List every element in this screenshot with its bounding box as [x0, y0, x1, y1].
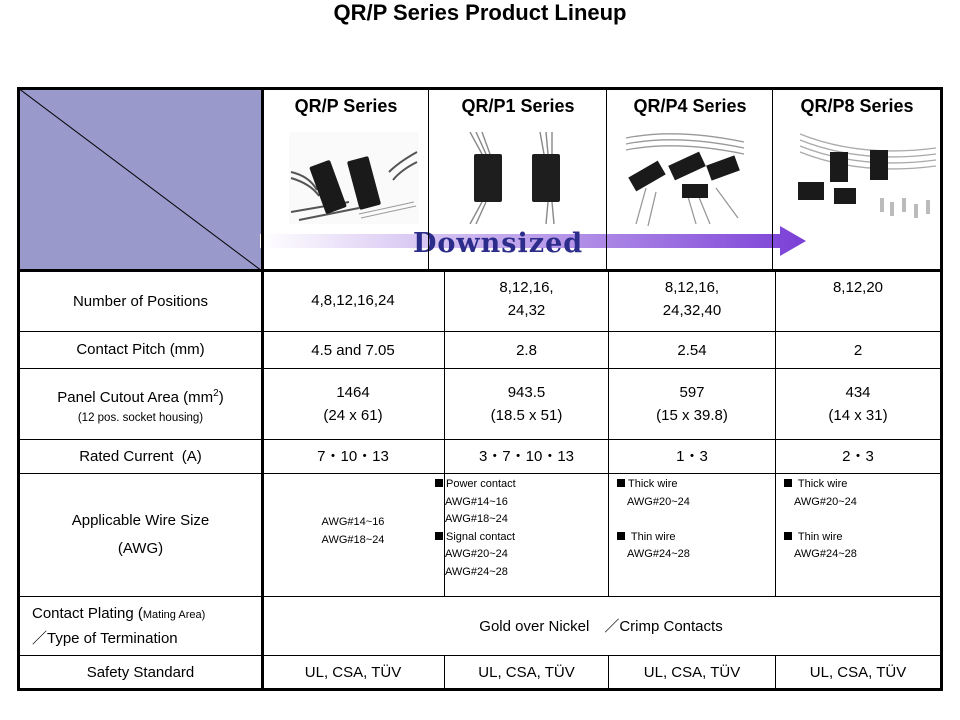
qrp4-connector-photo [626, 128, 746, 226]
wire-line: Thick wire [617, 476, 783, 494]
cell-positions-col4: 8,12,20 [776, 270, 940, 331]
cell-pitch-col1: 4.5 and 7.05 [262, 332, 444, 368]
cell-text: 2・3 [842, 448, 874, 465]
wire-line [617, 511, 783, 529]
header-qrp4: QR/P4 Series [633, 96, 747, 116]
wire-line: AWG#20~24 [445, 548, 508, 560]
cell-text: (18.5 x 51) [490, 407, 563, 424]
cell-pitch-col4: 2 [776, 332, 940, 368]
cell-text: 2.8 [516, 341, 537, 359]
cell-text: 597 [679, 384, 705, 401]
downsized-label: Downsized [413, 228, 584, 259]
square-bullet-icon [435, 479, 443, 487]
wire-line: AWG#24~28 [445, 565, 508, 578]
cell-safety-col3: UL, CSA, TÜV [609, 656, 775, 689]
cell-current-col1: 7・10・13 [262, 440, 444, 473]
downsized-arrow [260, 226, 806, 256]
wire-line [784, 511, 948, 529]
qrp1-connector-photo [460, 132, 570, 224]
wire-line: AWG#20~24 [627, 495, 690, 508]
wire-line: AWG#14~16 [445, 495, 508, 508]
row-label-safety: Safety Standard [86, 663, 195, 681]
square-bullet-icon [617, 531, 625, 540]
cell-positions-col3: 8,12,16, 24,32,40 [609, 270, 775, 331]
wire-line: AWG#24~28 [627, 548, 690, 560]
cell-cutout-col2: 943.5 (18.5 x 51) [445, 369, 608, 439]
cell-text: 434 [845, 384, 871, 401]
cell-wire-col2: Power contact AWG#14~16 AWG#18~24 Signal co… [435, 476, 598, 581]
cell-text: 3・7・10・13 [478, 448, 575, 465]
row-label-cutout: Panel Cutout Area (mm2) (12 pos. socket … [57, 387, 224, 424]
cell-text: (14 x 31) [828, 407, 888, 424]
cell-text: 8,12,20 [832, 279, 884, 296]
cell-text: 1・3 [676, 448, 708, 465]
wire-line: Thin wire [784, 529, 948, 547]
cell-current-col2: 3・7・10・13 [445, 440, 608, 473]
plating-value: Gold over Nickel ／Crimp Contacts [479, 617, 723, 635]
cell-text: 24,32,40 [662, 302, 722, 319]
qrp-connector-photo [289, 132, 419, 224]
cell-text: 8,12,16, [664, 279, 720, 296]
cell-wire-col3: Thick wire AWG#20~24 Thin wire AWG#24~28 [617, 476, 783, 564]
cell-positions-col1: 4,8,12,16,24 [262, 270, 444, 331]
header-qrp: QR/P Series [294, 96, 398, 116]
wire-line: Thick wire [784, 476, 948, 494]
wire-line: AWG#18~24 [445, 513, 508, 525]
cell-text: (24 x 61) [323, 407, 383, 424]
cell-text: UL, CSA, TÜV [809, 664, 907, 681]
cell-text: UL, CSA, TÜV [304, 664, 402, 681]
cell-safety-col4: UL, CSA, TÜV [776, 656, 940, 689]
header-qrp8: QR/P8 Series [800, 96, 914, 116]
cell-positions-col2: 8,12,16, 24,32 [445, 270, 608, 331]
cell-cutout-col4: 434 (14 x 31) [776, 369, 940, 439]
square-bullet-icon [435, 531, 443, 540]
cell-cutout-col1: 1464 (24 x 61) [262, 369, 444, 439]
corner-cell [18, 88, 262, 271]
cell-cutout-col3: 597 (15 x 39.8) [609, 369, 775, 439]
page-title: QR/P Series Product Lineup [333, 0, 627, 25]
wire-line: AWG#14~16 [321, 516, 385, 528]
corner-diagonal [18, 88, 262, 271]
wire-line: AWG#18~24 [321, 533, 385, 546]
cell-wire-col1: AWG#14~16 AWG#18~24 [262, 514, 444, 549]
cell-text: 2.54 [677, 341, 707, 359]
cell-current-col3: 1・3 [609, 440, 775, 473]
cell-text: UL, CSA, TÜV [643, 664, 741, 681]
wire-line: Power contact [435, 476, 598, 494]
qrp8-connector-photo [790, 128, 938, 226]
cell-current-col4: 2・3 [776, 440, 940, 473]
cell-text: 1464 [336, 384, 370, 401]
row-label-plating: Contact Plating (Mating Area) ／Type of T… [32, 604, 206, 647]
cell-text: 7・10・13 [317, 448, 389, 465]
cell-text: 4,8,12,16,24 [311, 292, 395, 309]
row-label-wire: Applicable Wire Size (AWG) [71, 512, 210, 557]
cell-safety-col1: UL, CSA, TÜV [262, 656, 444, 689]
cell-pitch-col2: 2.8 [445, 332, 608, 368]
square-bullet-icon [784, 531, 792, 540]
cell-text: UL, CSA, TÜV [478, 664, 575, 681]
cell-text: 2 [853, 341, 863, 359]
square-bullet-icon [784, 479, 792, 487]
wire-line: AWG#24~28 [794, 548, 857, 560]
wire-line: AWG#20~24 [794, 495, 857, 508]
row-label-pitch: Contact Pitch (mm) [76, 341, 205, 358]
cell-pitch-col3: 2.54 [609, 332, 775, 368]
cell-text: 8,12,16, [499, 279, 554, 296]
cell-text: 4.5 and 7.05 [311, 341, 395, 359]
wire-line: Signal contact [435, 529, 598, 547]
row-label-positions: Number of Positions [72, 292, 209, 310]
cell-safety-col2: UL, CSA, TÜV [445, 656, 608, 689]
square-bullet-icon [617, 479, 625, 487]
wire-line: Thin wire [617, 529, 783, 547]
header-qrp1: QR/P1 Series [461, 96, 575, 116]
cell-text: 943.5 [507, 384, 546, 401]
cell-text: (15 x 39.8) [656, 407, 728, 424]
row-label-current: Rated Current (A) [79, 447, 202, 465]
cell-text: 24,32 [507, 302, 546, 319]
cell-wire-col4: Thick wire AWG#20~24 Thin wire AWG#24~28 [784, 476, 948, 564]
